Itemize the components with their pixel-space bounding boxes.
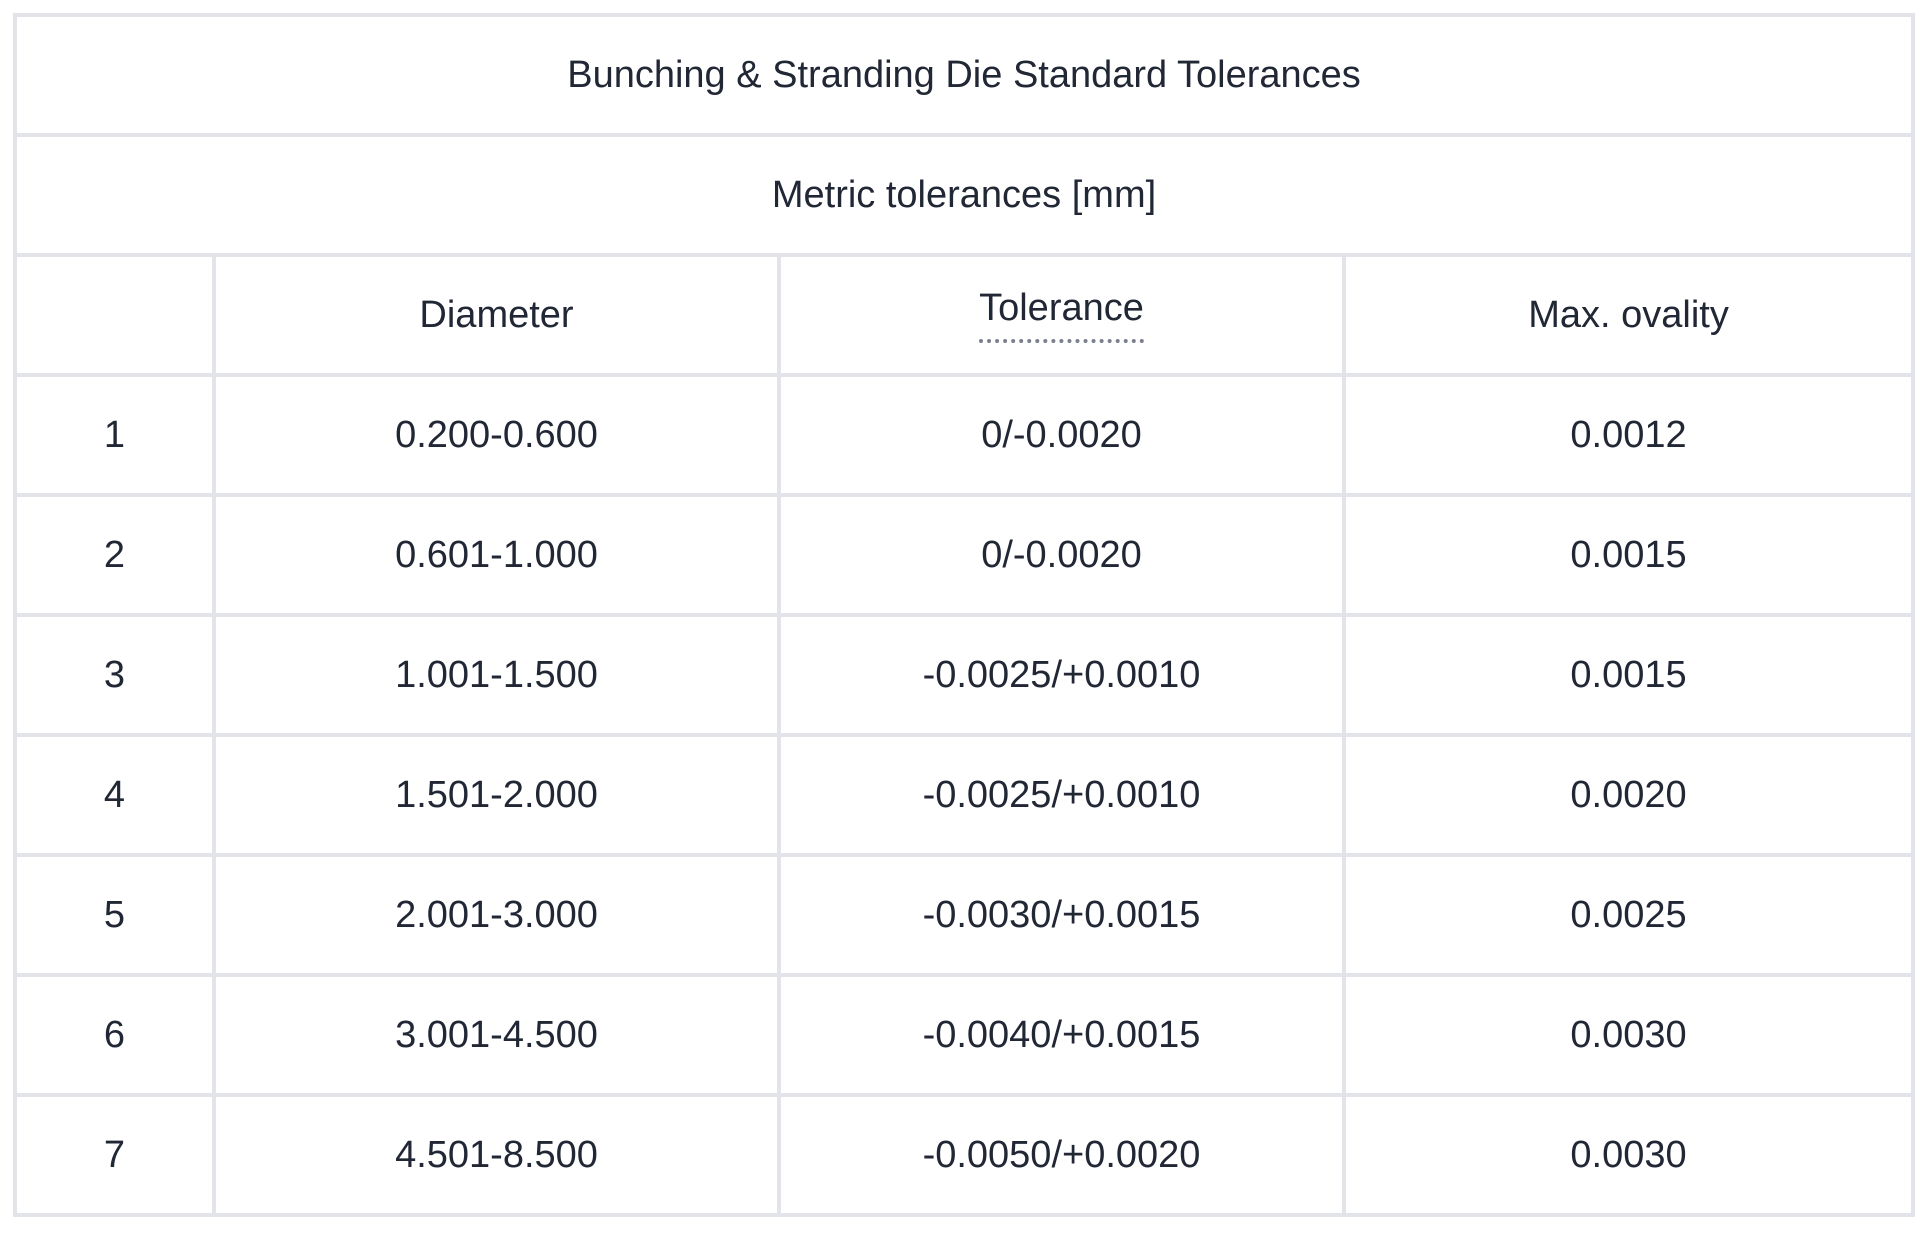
tolerances-table: Bunching & Stranding Die Standard Tolera… [12,13,1916,1217]
cell-diameter: 4.501-8.500 [212,1093,781,1217]
cell-tolerance: -0.0050/+0.0020 [777,1093,1346,1217]
cell-tolerance: -0.0025/+0.0010 [777,613,1346,737]
cell-max-ovality: 0.0030 [1341,1093,1916,1217]
title-row: Bunching & Stranding Die Standard Tolera… [12,13,1916,137]
cell-diameter: 3.001-4.500 [212,973,781,1097]
subtitle-row: Metric tolerances [mm] [12,133,1916,257]
header-row: Diameter Tolerance Max. ovality [13,253,1916,377]
table-row: 7 4.501-8.500 -0.0050/+0.0020 0.0030 [13,1093,1916,1217]
table-row: 3 1.001-1.500 -0.0025/+0.0010 0.0015 [13,613,1916,737]
header-cell-diameter: Diameter [212,253,781,377]
cell-tolerance: 0/-0.0020 [777,493,1346,617]
table-row: 6 3.001-4.500 -0.0040/+0.0015 0.0030 [13,973,1916,1097]
cell-max-ovality: 0.0015 [1341,613,1916,737]
cell-row-number: 1 [13,373,216,497]
cell-max-ovality: 0.0025 [1341,853,1916,977]
cell-diameter: 0.601-1.000 [212,493,781,617]
table-title: Bunching & Stranding Die Standard Tolera… [12,13,1916,137]
tolerance-tooltip-trigger[interactable]: Tolerance [979,287,1144,344]
cell-diameter: 0.200-0.600 [212,373,781,497]
cell-diameter: 2.001-3.000 [212,853,781,977]
header-cell-empty [13,253,216,377]
cell-row-number: 3 [13,613,216,737]
cell-row-number: 2 [13,493,216,617]
cell-max-ovality: 0.0030 [1341,973,1916,1097]
cell-max-ovality: 0.0020 [1341,733,1916,857]
cell-max-ovality: 0.0015 [1341,493,1916,617]
table-row: 2 0.601-1.000 0/-0.0020 0.0015 [13,493,1916,617]
table-row: 1 0.200-0.600 0/-0.0020 0.0012 [13,373,1916,497]
cell-row-number: 5 [13,853,216,977]
header-cell-max-ovality: Max. ovality [1341,253,1916,377]
cell-tolerance: -0.0040/+0.0015 [777,973,1346,1097]
cell-diameter: 1.001-1.500 [212,613,781,737]
table-row: 4 1.501-2.000 -0.0025/+0.0010 0.0020 [13,733,1916,857]
cell-diameter: 1.501-2.000 [212,733,781,857]
table-row: 5 2.001-3.000 -0.0030/+0.0015 0.0025 [13,853,1916,977]
header-cell-tolerance: Tolerance [777,253,1346,377]
cell-tolerance: 0/-0.0020 [777,373,1346,497]
cell-max-ovality: 0.0012 [1341,373,1916,497]
cell-tolerance: -0.0025/+0.0010 [777,733,1346,857]
cell-tolerance: -0.0030/+0.0015 [777,853,1346,977]
cell-row-number: 6 [13,973,216,1097]
table-subtitle: Metric tolerances [mm] [12,133,1916,257]
cell-row-number: 4 [13,733,216,857]
cell-row-number: 7 [13,1093,216,1217]
